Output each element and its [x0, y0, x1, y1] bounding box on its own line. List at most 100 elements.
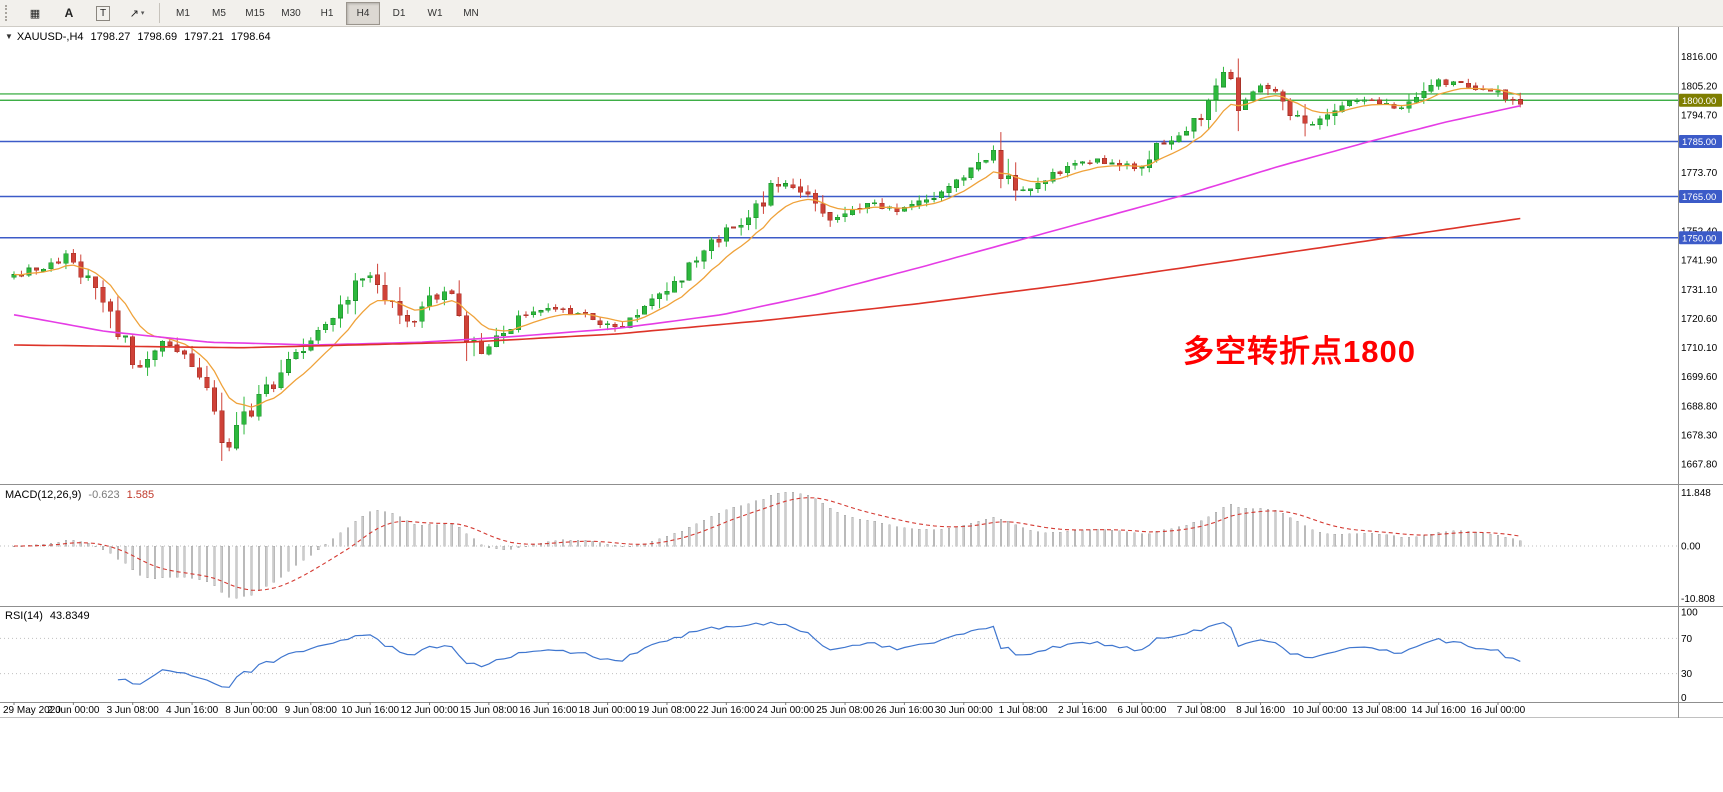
svg-text:3 Jun 08:00: 3 Jun 08:00	[107, 705, 160, 716]
svg-text:29 May 2020: 29 May 2020	[3, 705, 61, 716]
svg-text:6 Jul 00:00: 6 Jul 00:00	[1117, 705, 1166, 716]
svg-text:8 Jun 00:00: 8 Jun 00:00	[225, 705, 278, 716]
svg-text:16 Jun 16:00: 16 Jun 16:00	[519, 705, 577, 716]
svg-text:70: 70	[1681, 634, 1693, 645]
svg-text:8 Jul 16:00: 8 Jul 16:00	[1236, 705, 1285, 716]
tf-button-m1[interactable]: M1	[176, 7, 190, 19]
svg-text:11.848: 11.848	[1681, 488, 1711, 499]
ohlc-open: 1798.27	[90, 31, 131, 43]
rsi-value: 43.8349	[49, 610, 90, 622]
svg-text:1741.90: 1741.90	[1681, 256, 1718, 267]
candles-layer	[11, 58, 1523, 461]
svg-text:7 Jul 08:00: 7 Jul 08:00	[1177, 705, 1226, 716]
svg-text:1731.10: 1731.10	[1681, 285, 1718, 296]
svg-text:1678.30: 1678.30	[1681, 430, 1718, 441]
svg-text:100: 100	[1681, 608, 1698, 619]
svg-text:26 Jun 16:00: 26 Jun 16:00	[875, 705, 933, 716]
svg-text:4 Jun 16:00: 4 Jun 16:00	[166, 705, 219, 716]
svg-text:2 Jul 16:00: 2 Jul 16:00	[1058, 705, 1107, 716]
svg-text:1750.00: 1750.00	[1682, 233, 1716, 244]
chart-title-bar: ▼ XAUUSD-,H4 1798.27 1798.69 1797.21 1798.64	[5, 31, 271, 43]
tf-button-h4[interactable]: H4	[346, 1, 380, 25]
svg-text:1773.70: 1773.70	[1681, 168, 1718, 179]
chart-canvas: 1816.001805.201794.701773.701752.401741.…	[0, 26, 1723, 718]
tf-button-d1[interactable]: D1	[392, 7, 406, 19]
annotation-a-icon: A	[64, 6, 74, 20]
ohlc-high: 1798.69	[137, 31, 178, 43]
svg-text:1765.00: 1765.00	[1682, 192, 1716, 203]
tf-button-m5[interactable]: M5	[212, 7, 226, 19]
svg-text:1699.60: 1699.60	[1681, 372, 1718, 383]
svg-text:18 Jun 00:00: 18 Jun 00:00	[579, 705, 637, 716]
svg-text:19 Jun 08:00: 19 Jun 08:00	[638, 705, 696, 716]
svg-text:1688.80: 1688.80	[1681, 402, 1718, 413]
collapse-triangle-icon[interactable]: ▼	[5, 32, 13, 41]
svg-text:1805.20: 1805.20	[1681, 81, 1718, 92]
time-axis[interactable]	[0, 702, 1678, 718]
svg-text:14 Jul 16:00: 14 Jul 16:00	[1411, 705, 1466, 716]
svg-text:2 Jun 00:00: 2 Jun 00:00	[47, 705, 100, 716]
macd-indicator-label: MACD(12,26,9) -0.623 1.585	[5, 489, 154, 501]
svg-text:15 Jun 08:00: 15 Jun 08:00	[460, 705, 518, 716]
svg-text:22 Jun 16:00: 22 Jun 16:00	[697, 705, 755, 716]
macd-layer: 11.848 0.00 -10.808	[0, 488, 1715, 605]
macd-main-value: -0.623	[88, 489, 120, 501]
svg-text:9 Jun 08:00: 9 Jun 08:00	[285, 705, 338, 716]
tf-button-mn[interactable]: MN	[463, 7, 479, 19]
svg-text:1794.70: 1794.70	[1681, 110, 1718, 121]
tick-chart-button[interactable]: ▦	[19, 2, 51, 25]
timeframe-button-group: M1 M5 M15 M30 H1 H4 D1 W1 MN	[165, 1, 489, 25]
draw-tools-icon: ↗	[129, 7, 139, 20]
draw-tools-button[interactable]: ↗ ▾	[121, 2, 153, 25]
tf-button-m15[interactable]: M15	[245, 7, 265, 19]
price-tag-layer: 1800.00 1785.00 1765.00 1750.00	[1679, 93, 1722, 245]
text-label-icon: T	[95, 5, 111, 21]
rsi-indicator-label: RSI(14) 43.8349	[5, 610, 90, 622]
svg-text:0.00: 0.00	[1681, 542, 1701, 553]
main-chart-panel[interactable]	[0, 26, 1678, 481]
moving-average-layer	[13, 87, 1521, 408]
tf-button-h1[interactable]: H1	[320, 7, 334, 19]
macd-signal-value: 1.585	[126, 489, 155, 501]
svg-text:1720.60: 1720.60	[1681, 314, 1718, 325]
text-label-button[interactable]: T	[87, 2, 119, 25]
svg-text:10 Jun 16:00: 10 Jun 16:00	[341, 705, 399, 716]
svg-text:1710.10: 1710.10	[1681, 343, 1718, 354]
tf-button-m30[interactable]: M30	[281, 7, 301, 19]
svg-text:30 Jun 00:00: 30 Jun 00:00	[935, 705, 993, 716]
svg-text:1 Jul 08:00: 1 Jul 08:00	[999, 705, 1048, 716]
svg-text:12 Jun 00:00: 12 Jun 00:00	[401, 705, 459, 716]
svg-text:1800.00: 1800.00	[1682, 96, 1716, 107]
svg-text:1667.80: 1667.80	[1681, 459, 1718, 470]
macd-panel[interactable]	[0, 487, 1678, 603]
symbol-timeframe-label: XAUUSD-,H4	[16, 31, 84, 43]
price-axis[interactable]	[1678, 26, 1723, 718]
hline-layer	[0, 93, 1678, 239]
svg-text:30: 30	[1681, 669, 1693, 680]
svg-text:25 Jun 08:00: 25 Jun 08:00	[816, 705, 874, 716]
svg-text:13 Jul 08:00: 13 Jul 08:00	[1352, 705, 1407, 716]
rsi-panel[interactable]	[0, 609, 1678, 702]
chevron-down-icon: ▾	[140, 10, 145, 17]
annotation-a-button[interactable]: A	[53, 2, 85, 25]
tool-button-group: ▦ A T ↗ ▾	[18, 2, 154, 25]
ohlc-close: 1798.64	[230, 31, 271, 43]
svg-text:24 Jun 00:00: 24 Jun 00:00	[757, 705, 815, 716]
macd-name: MACD(12,26,9)	[5, 489, 82, 501]
toolbar-grip[interactable]	[5, 5, 12, 21]
bull-bear-annotation-text: 多空转折点1800	[1183, 334, 1416, 369]
tick-chart-icon: ▦	[29, 7, 41, 20]
svg-text:1785.00: 1785.00	[1682, 137, 1716, 148]
ohlc-low: 1797.21	[184, 31, 224, 43]
svg-text:-10.808: -10.808	[1681, 594, 1715, 605]
footer-area	[0, 718, 1723, 792]
svg-text:0: 0	[1681, 693, 1687, 704]
toolbar-separator	[159, 3, 160, 23]
tf-button-w1[interactable]: W1	[427, 7, 443, 19]
svg-text:1816.00: 1816.00	[1681, 52, 1718, 63]
rsi-layer: 100 70 30 0	[0, 608, 1698, 704]
svg-text:10 Jul 00:00: 10 Jul 00:00	[1293, 705, 1348, 716]
toolbar: ▦ A T ↗ ▾ M1 M5 M15 M30 H1 H4 D1 W1 MN	[0, 0, 1723, 27]
svg-text:16 Jul 00:00: 16 Jul 00:00	[1471, 705, 1526, 716]
